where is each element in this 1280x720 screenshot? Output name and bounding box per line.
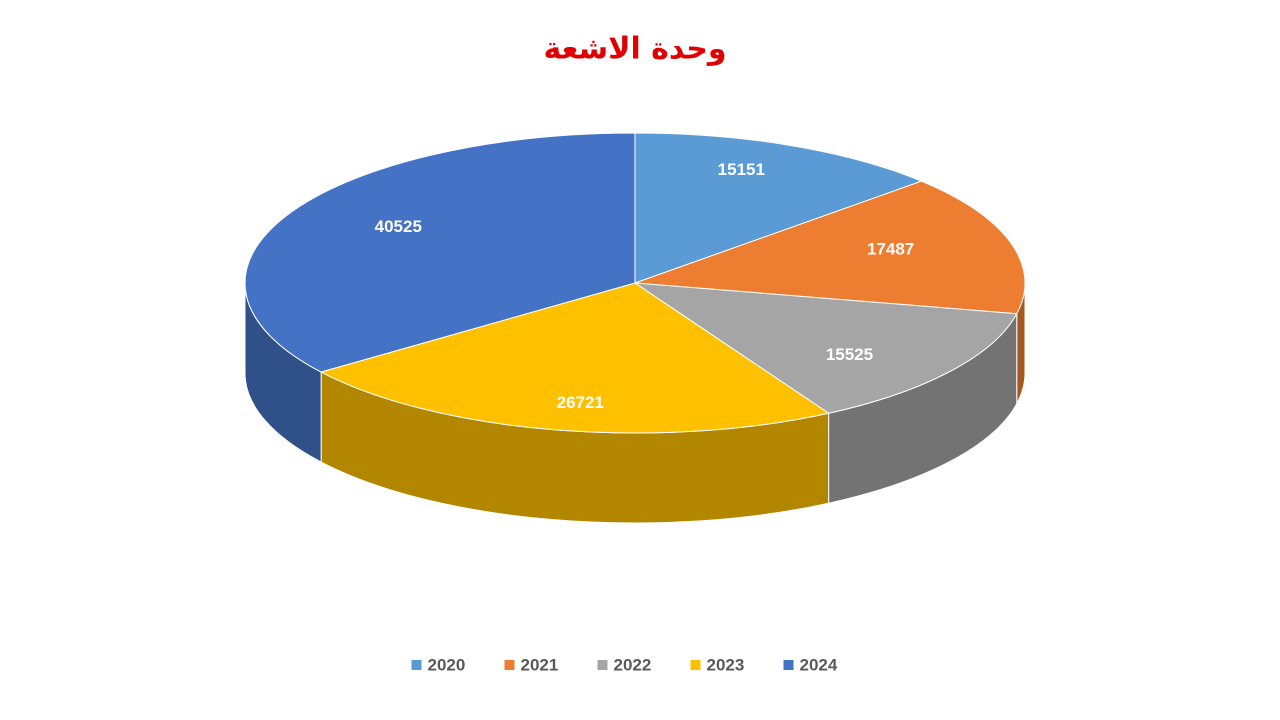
data-label: 17487: [867, 240, 914, 259]
data-label: 26721: [557, 393, 604, 412]
legend-swatch: [504, 660, 515, 670]
legend-swatch: [690, 660, 701, 670]
legend-label: 2023: [707, 655, 745, 674]
data-label: 15151: [718, 160, 765, 179]
slice: [634, 180, 1026, 315]
legend-label: 2020: [428, 655, 466, 674]
legend-label: 2021: [521, 655, 559, 674]
slice: [319, 282, 830, 434]
legend-swatch: [411, 660, 422, 670]
data-label: 40525: [375, 217, 422, 236]
data-label: 15525: [826, 345, 873, 364]
legend-swatch: [597, 660, 608, 670]
slice: [634, 132, 923, 284]
legend-label: 2024: [800, 655, 838, 674]
legend-label: 2022: [614, 655, 652, 674]
slice: [244, 132, 636, 373]
legend-swatch: [783, 660, 794, 670]
slice: [633, 282, 1018, 414]
chart-title: وحدة الاشعة: [543, 32, 726, 67]
